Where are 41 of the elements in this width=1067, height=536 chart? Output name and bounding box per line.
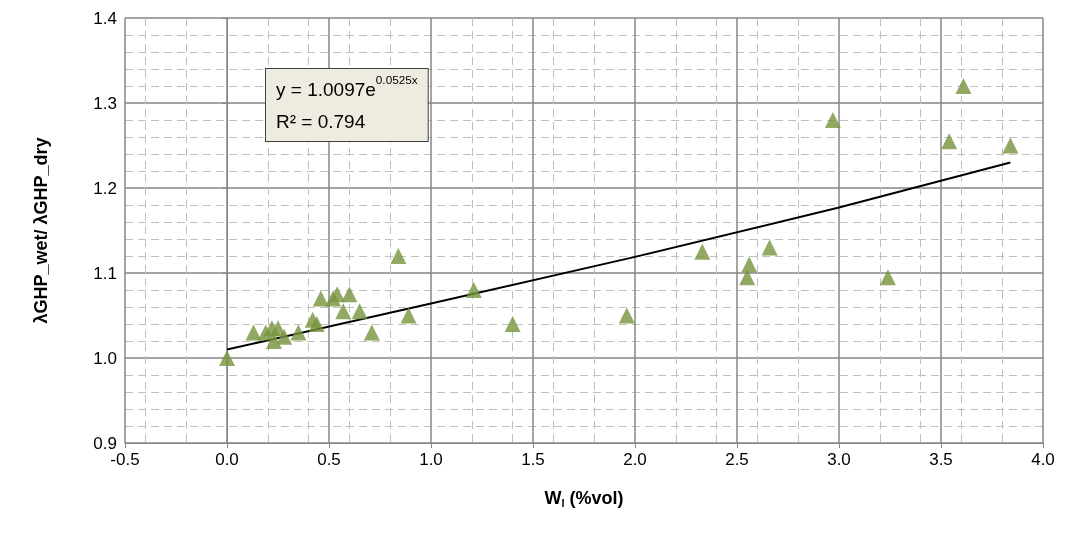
y-tick-label: 1.4: [93, 8, 117, 28]
point: [1002, 137, 1019, 154]
y-tick-label: 1.2: [93, 178, 117, 198]
point: [955, 78, 972, 94]
point: [312, 290, 329, 307]
x-tick-label: 2.5: [725, 450, 749, 469]
point: [245, 324, 262, 341]
x-tick-label: 0.5: [317, 450, 341, 469]
point: [879, 269, 896, 286]
point: [694, 243, 711, 260]
point: [504, 316, 521, 332]
point: [390, 248, 407, 264]
point: [335, 303, 352, 320]
point: [341, 286, 358, 303]
x-tick-label: -0.5: [110, 450, 140, 469]
x-tick-label: 3.5: [929, 450, 953, 469]
point: [465, 282, 482, 298]
point: [351, 303, 368, 320]
x-tick-label: 0.0: [215, 450, 239, 469]
y-tick-label: 1.3: [93, 93, 117, 113]
point: [276, 328, 293, 345]
y-tick-label: 0.9: [93, 433, 117, 453]
point: [761, 239, 778, 256]
point: [219, 350, 235, 366]
point: [400, 307, 417, 324]
x-tick-label: 3.0: [827, 450, 851, 469]
point: [941, 133, 958, 150]
point: [308, 316, 325, 332]
y-axis-title: λGHP_wet/ λGHP_dry: [31, 137, 51, 324]
point: [741, 256, 758, 273]
point: [265, 333, 282, 349]
x-tick-label: 2.0: [623, 450, 647, 469]
point: [363, 324, 380, 341]
x-tick-label: 1.5: [521, 450, 545, 469]
point: [618, 307, 635, 324]
y-tick-label: 1.0: [93, 348, 117, 368]
x-tick-label: 1.0: [419, 450, 443, 469]
x-tick-label: 4.0: [1031, 450, 1055, 469]
y-tick-label: 1.1: [93, 263, 117, 283]
point: [824, 112, 841, 128]
point: [290, 324, 307, 341]
